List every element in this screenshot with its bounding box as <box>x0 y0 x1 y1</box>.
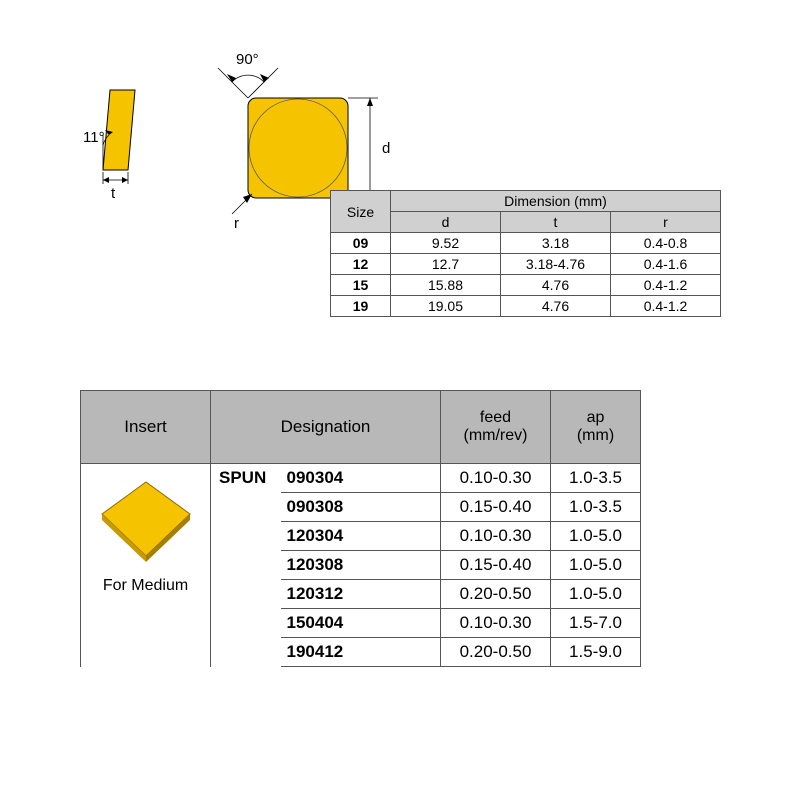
feed-header: feed (mm/rev) <box>441 391 551 464</box>
ap-val: 1.0-5.0 <box>551 551 641 580</box>
r-label: r <box>234 215 239 230</box>
t-val: 3.18 <box>501 233 611 254</box>
designation-table: Insert Designation feed (mm/rev) ap (mm)… <box>80 390 770 667</box>
feed-val: 0.15-0.40 <box>441 551 551 580</box>
feed-val: 0.10-0.30 <box>441 522 551 551</box>
size-dimension-table: Size Dimension (mm) d t r 099.523.180.4-… <box>330 190 721 317</box>
r-val: 0.4-1.6 <box>611 254 721 275</box>
size-row: 099.523.180.4-0.8 <box>331 233 721 254</box>
ap-val: 1.5-9.0 <box>551 638 641 667</box>
ap-val: 1.0-3.5 <box>551 464 641 493</box>
size-row: 1515.884.760.4-1.2 <box>331 275 721 296</box>
size-row: 1919.054.760.4-1.2 <box>331 296 721 317</box>
designation-code: 120312 <box>281 580 441 609</box>
r-val: 0.4-1.2 <box>611 275 721 296</box>
side-view-diagram: 11° t <box>80 80 190 213</box>
feed-val: 0.20-0.50 <box>441 638 551 667</box>
insert-caption: For Medium <box>91 577 200 595</box>
angle-11-label: 11° <box>83 129 105 146</box>
d-val: 12.7 <box>391 254 501 275</box>
size-header: Size <box>331 191 391 233</box>
ap-val: 1.0-5.0 <box>551 580 641 609</box>
ap-val: 1.0-5.0 <box>551 522 641 551</box>
size-val: 15 <box>331 275 391 296</box>
designation-code: 150404 <box>281 609 441 638</box>
d-val: 9.52 <box>391 233 501 254</box>
designation-code: 090308 <box>281 493 441 522</box>
designation-header: Designation <box>211 391 441 464</box>
r-val: 0.4-1.2 <box>611 296 721 317</box>
designation-row: For MediumSPUN0903040.10-0.301.0-3.5 <box>81 464 641 493</box>
dimension-header: Dimension (mm) <box>391 191 721 212</box>
size-val: 09 <box>331 233 391 254</box>
feed-val: 0.10-0.30 <box>441 464 551 493</box>
d-val: 19.05 <box>391 296 501 317</box>
size-val: 12 <box>331 254 391 275</box>
t-val: 3.18-4.76 <box>501 254 611 275</box>
t-label: t <box>111 185 116 202</box>
r-val: 0.4-0.8 <box>611 233 721 254</box>
feed-val: 0.20-0.50 <box>441 580 551 609</box>
designation-code: 190412 <box>281 638 441 667</box>
col-t: t <box>501 212 611 233</box>
size-row: 1212.73.18-4.760.4-1.6 <box>331 254 721 275</box>
col-d: d <box>391 212 501 233</box>
t-val: 4.76 <box>501 275 611 296</box>
angle-90-label: 90° <box>236 51 259 68</box>
col-r: r <box>611 212 721 233</box>
insert-icon <box>96 474 196 564</box>
series-label: SPUN <box>211 464 281 667</box>
d-val: 15.88 <box>391 275 501 296</box>
designation-code: 120308 <box>281 551 441 580</box>
designation-code: 090304 <box>281 464 441 493</box>
ap-val: 1.0-3.5 <box>551 493 641 522</box>
ap-val: 1.5-7.0 <box>551 609 641 638</box>
ap-header: ap (mm) <box>551 391 641 464</box>
d-label: d <box>382 140 390 157</box>
t-val: 4.76 <box>501 296 611 317</box>
feed-val: 0.15-0.40 <box>441 493 551 522</box>
designation-code: 120304 <box>281 522 441 551</box>
feed-val: 0.10-0.30 <box>441 609 551 638</box>
insert-cell: For Medium <box>81 464 211 667</box>
insert-header: Insert <box>81 391 211 464</box>
size-val: 19 <box>331 296 391 317</box>
